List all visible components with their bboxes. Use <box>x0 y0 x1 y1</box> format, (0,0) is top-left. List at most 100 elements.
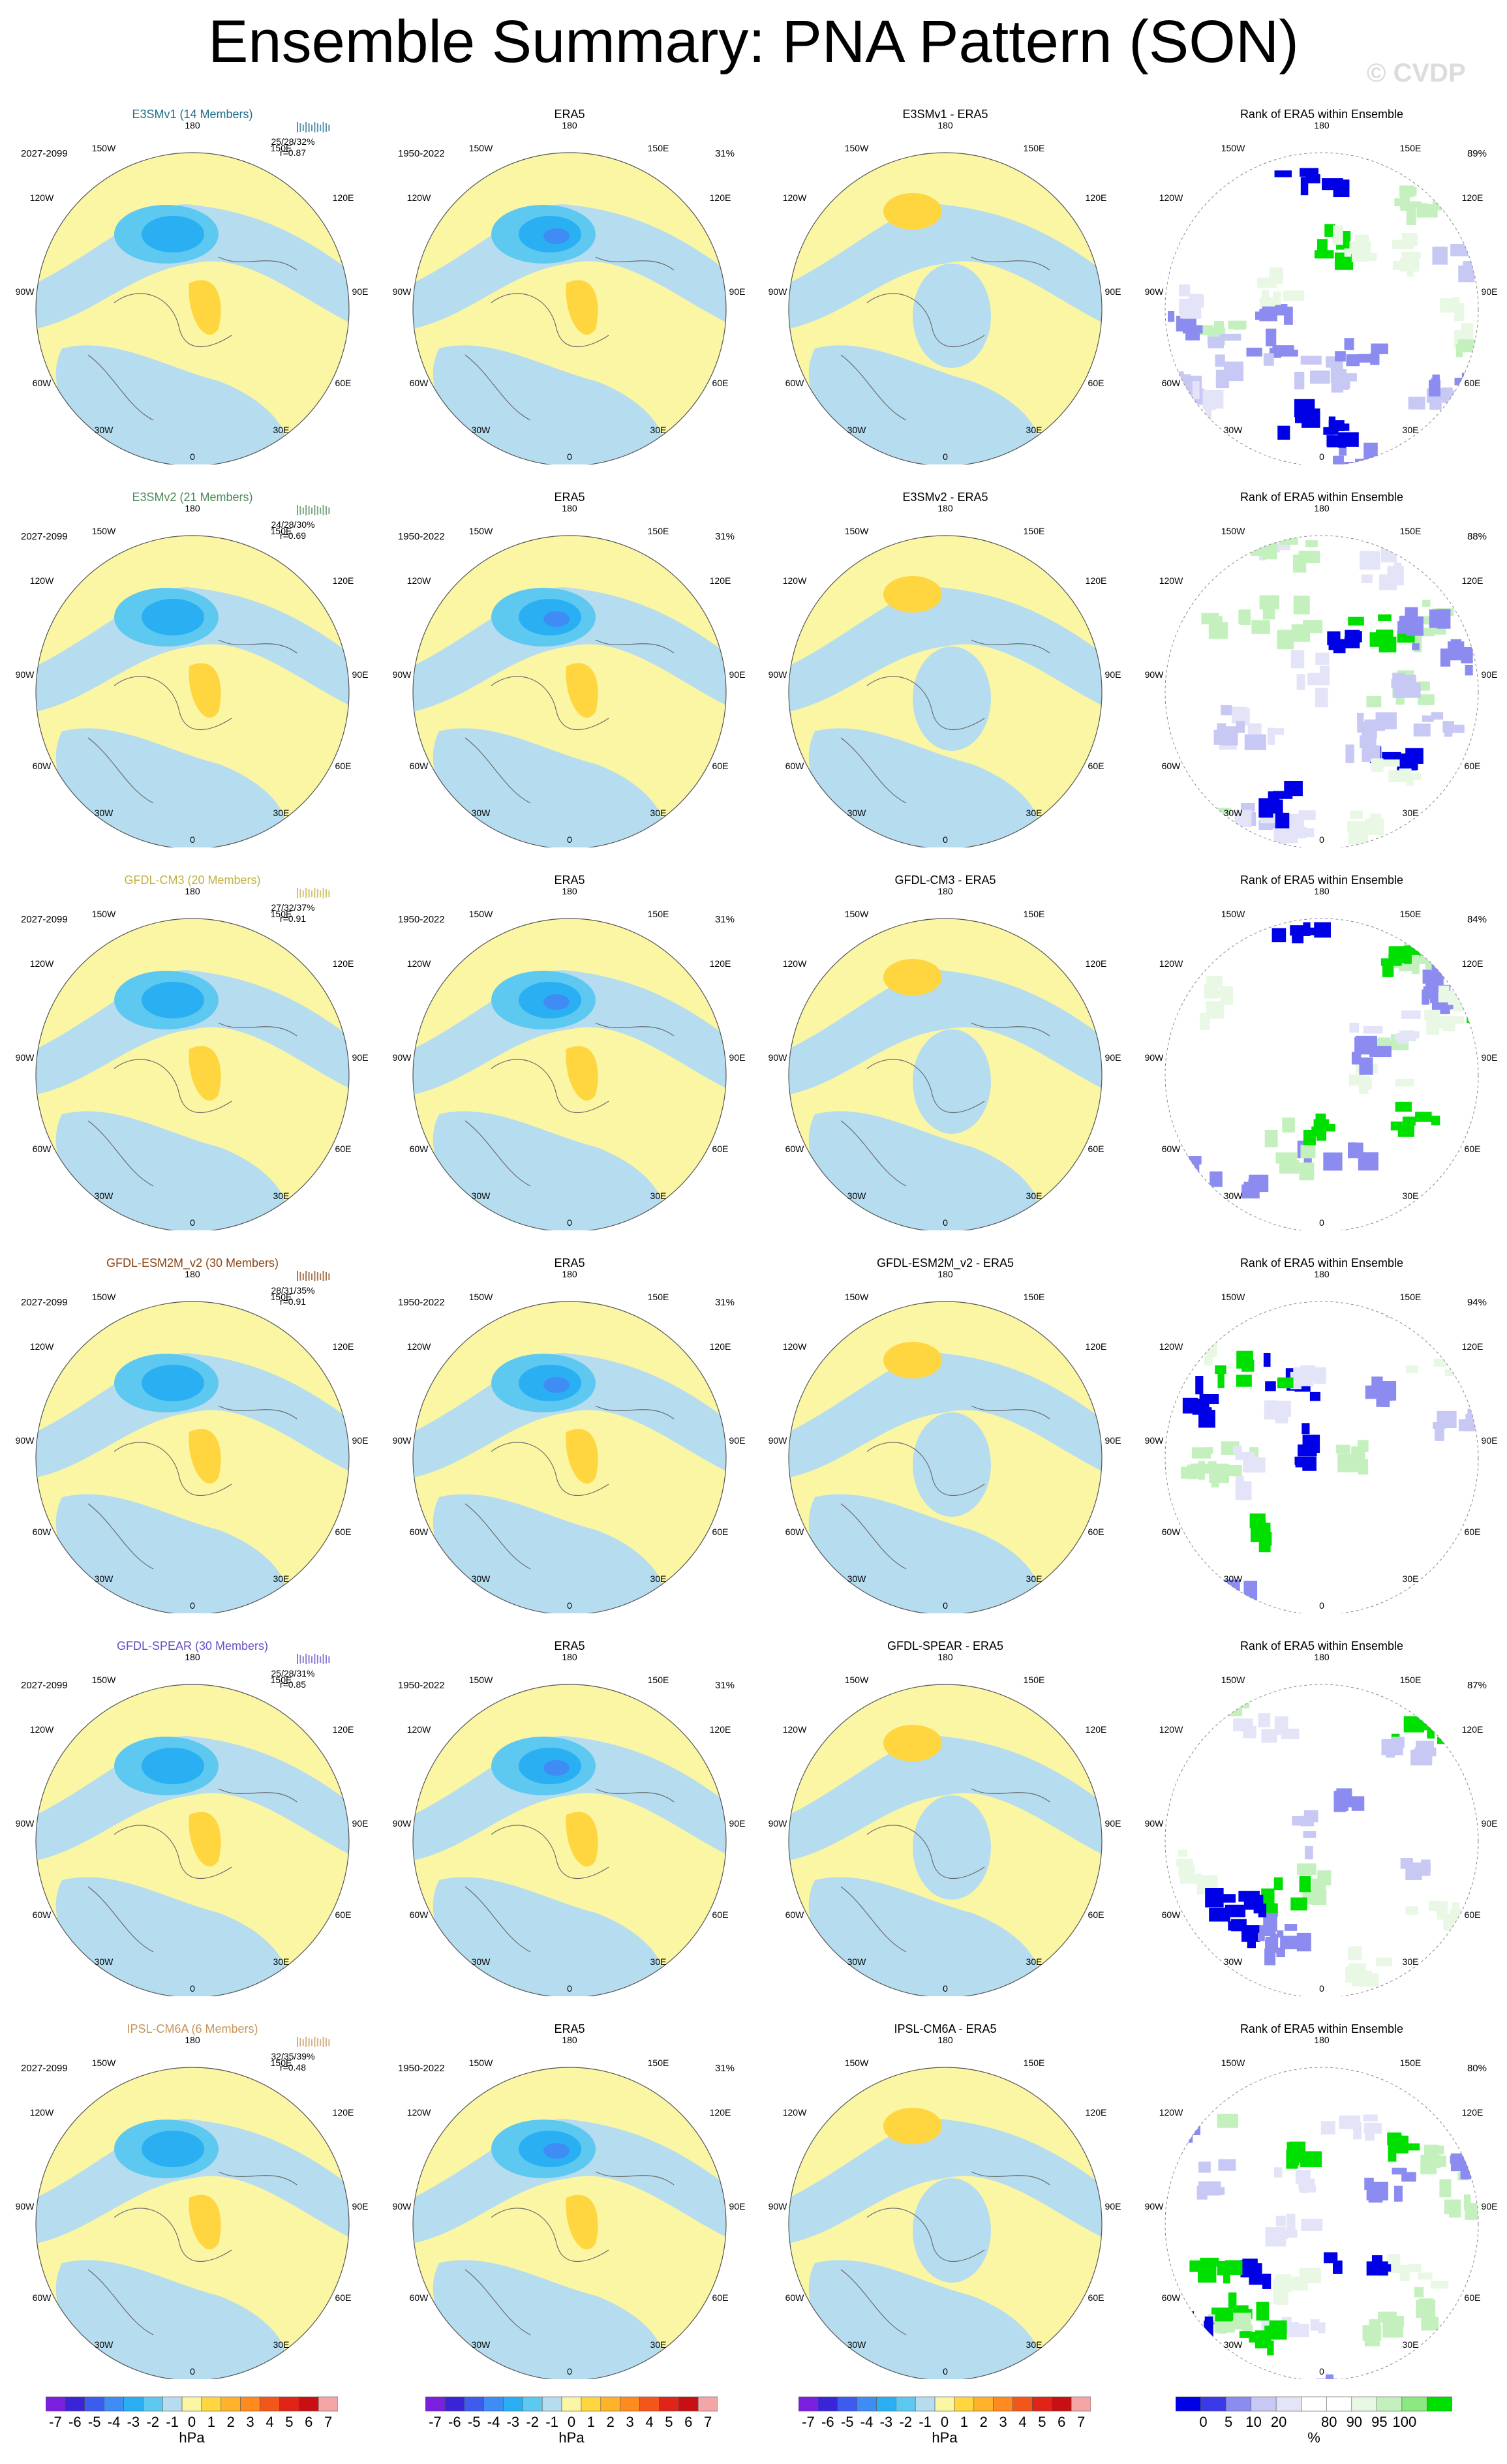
colorbar-swatch <box>221 2396 241 2412</box>
longitude-label: 150W <box>844 143 869 153</box>
longitude-label: 90E <box>352 286 369 297</box>
longitude-label: 120E <box>709 1724 731 1735</box>
diff-title: E3SMv1 - ERA5 <box>902 108 988 121</box>
longitude-label: 150W <box>1221 1675 1245 1685</box>
longitude-label: 30E <box>650 2339 667 2350</box>
longitude-label: 150W <box>91 1292 116 1302</box>
longitude-label: 90W <box>768 669 787 680</box>
longitude-label: 90E <box>729 669 746 680</box>
longitude-label: 150W <box>1221 143 1245 153</box>
longitude-label: 30E <box>1402 1191 1419 1201</box>
diff-panel: GFDL-SPEAR - ERA5 180 150W 150E 120W 120E 90W 9… <box>757 1615 1134 1996</box>
percent-variance: 94% <box>1467 1297 1487 1308</box>
colorbar-unit: hPa <box>179 2429 205 2446</box>
obs-panel: ERA5 1950-2022 31% 180 150W 150E 120W 120E 90W 90… <box>381 1615 758 1996</box>
longitude-label: 90E <box>1481 669 1498 680</box>
longitude-label: 120W <box>782 958 807 969</box>
longitude-label: 120E <box>1461 1724 1484 1735</box>
longitude-label: 0 <box>567 1983 572 1994</box>
colorbar-swatch <box>464 2396 484 2412</box>
colorbar-swatch <box>1351 2396 1377 2412</box>
longitude-label: 120E <box>332 2107 354 2118</box>
longitude-label: 60W <box>32 1144 52 1154</box>
longitude-label: 150W <box>468 1675 493 1685</box>
longitude-label: 90W <box>1144 2201 1164 2212</box>
longitude-label: 60E <box>335 1909 352 1920</box>
longitude-label: 30E <box>650 1956 667 1967</box>
colorbar-tick-label: -5 <box>840 2414 854 2430</box>
longitude-label: 120W <box>1159 1341 1183 1352</box>
colorbar-tick-label: 90 <box>1346 2414 1363 2430</box>
pct-range: 28/31/35% <box>271 1285 315 1296</box>
colorbar-tick-label: 5 <box>1038 2414 1046 2430</box>
colorbar-unit: hPa <box>558 2429 585 2446</box>
longitude-label: 120E <box>1085 1341 1107 1352</box>
colorbar-swatch <box>260 2396 280 2412</box>
longitude-label: 150W <box>91 909 116 919</box>
longitude-label: 60W <box>409 761 429 771</box>
longitude-label: 0 <box>943 2366 948 2377</box>
colorbar-swatch <box>876 2396 896 2412</box>
longitude-label: 90W <box>15 2201 35 2212</box>
obs-title: ERA5 <box>554 874 585 887</box>
colorbar-tick-label: 10 <box>1245 2414 1262 2430</box>
colorbar-swatch <box>1071 2396 1091 2412</box>
colorbar-hpa-1: -7 -6 -5 -4 -3 -2 -1 0 1 2 3 4 5 6 7 hPa <box>45 2396 339 2461</box>
colorbar-tick-label: 20 <box>1270 2414 1287 2430</box>
longitude-label: 60E <box>1464 378 1481 388</box>
percent-variance: 80% <box>1467 2063 1487 2074</box>
colorbar-swatch <box>581 2396 601 2412</box>
colorbar-tick-label: -3 <box>879 2414 893 2430</box>
obs-title: ERA5 <box>554 108 585 121</box>
pattern-correlation: r=0.91 <box>279 913 307 924</box>
longitude-label: 0 <box>1319 1217 1324 1228</box>
longitude-label: 150E <box>270 526 292 536</box>
longitude-label: 30W <box>1223 1574 1243 1584</box>
longitude-label: 0 <box>943 1600 948 1611</box>
colorbar-tick-label: 1 <box>207 2414 215 2430</box>
longitude-label: 60E <box>1464 1144 1481 1154</box>
longitude-label: 0 <box>190 1983 195 1994</box>
member-spread-glyph <box>297 1271 330 1281</box>
longitude-label: 30E <box>1026 1956 1043 1967</box>
rank-title: Rank of ERA5 within Ensemble <box>1240 491 1404 504</box>
longitude-label: 60W <box>409 378 429 388</box>
longitude-label: 0 <box>1319 1600 1324 1611</box>
colorbar-tick-label: 2 <box>226 2414 235 2430</box>
polar-map <box>412 1684 727 1996</box>
longitude-label: 30W <box>847 1956 866 1967</box>
period-label: 2027-2099 <box>21 914 68 925</box>
colorbar-tick-label: 7 <box>324 2414 333 2430</box>
colorbar-tick-label: -6 <box>68 2414 82 2430</box>
longitude-label: 120W <box>29 575 54 586</box>
polar-map <box>35 918 350 1230</box>
longitude-label: 30W <box>94 1191 114 1201</box>
longitude-label: 0 <box>190 1600 195 1611</box>
longitude-label: 0 <box>1319 834 1324 845</box>
colorbar-swatch <box>1401 2396 1427 2412</box>
polar-map <box>35 535 350 847</box>
longitude-label: 90E <box>1481 1435 1498 1446</box>
colorbar-swatch <box>240 2396 260 2412</box>
colorbar-swatch <box>896 2396 916 2412</box>
colorbar-swatch <box>1012 2396 1033 2412</box>
longitude-label: 180 <box>1314 1269 1330 1279</box>
longitude-label: 30W <box>471 2339 491 2350</box>
diff-panel: GFDL-ESM2M_v2 - ERA5 180 150W 150E 120W 120E 9… <box>757 1232 1134 1613</box>
polar-map <box>788 535 1103 847</box>
colorbar-tick-label: -4 <box>487 2414 500 2430</box>
longitude-label: 120W <box>782 575 807 586</box>
colorbar-tick-label: -1 <box>919 2414 932 2430</box>
period-label: 1950-2022 <box>398 1297 445 1308</box>
period-label: 2027-2099 <box>21 148 68 159</box>
model-title: GFDL-SPEAR (30 Members) <box>116 1639 269 1652</box>
polar-map <box>35 152 350 464</box>
longitude-label: 0 <box>567 834 572 845</box>
obs-panel: ERA5 1950-2022 31% 180 150W 150E 120W 120E 90W 90… <box>381 1998 758 2379</box>
longitude-label: 150E <box>270 2058 292 2068</box>
longitude-label: 120W <box>406 1341 431 1352</box>
longitude-label: 120E <box>332 1724 354 1735</box>
period-label: 1950-2022 <box>398 148 445 159</box>
pattern-correlation: r=0.87 <box>279 147 307 158</box>
longitude-label: 30E <box>1026 808 1043 818</box>
